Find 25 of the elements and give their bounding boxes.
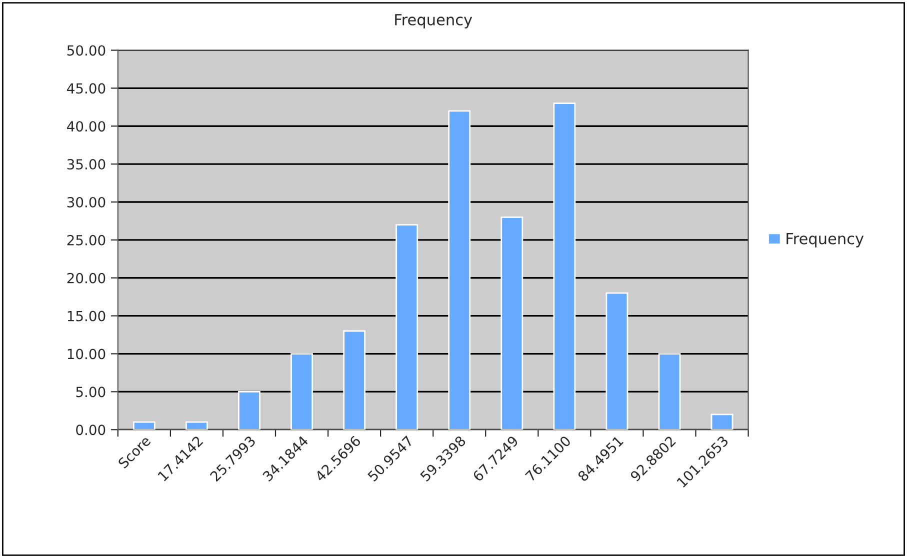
bar	[500, 216, 524, 430]
y-tick-label: 20.00	[67, 272, 106, 284]
bar	[186, 421, 208, 430]
y-tick-label: 45.00	[67, 83, 106, 94]
chart-title: Frequency	[395, 14, 472, 28]
y-tick-label: 50.00	[67, 45, 106, 56]
y-tick-label: 30.00	[67, 196, 106, 208]
y-tick-label: 5.00	[76, 386, 106, 398]
bar	[290, 353, 313, 430]
bar	[238, 391, 260, 430]
y-tick-label: 40.00	[67, 121, 106, 132]
bar	[710, 414, 734, 430]
y-tick-label: 15.00	[68, 310, 106, 322]
bar	[658, 353, 681, 430]
bar	[343, 330, 366, 430]
bar	[553, 102, 576, 430]
y-tick-label: 10.00	[68, 348, 106, 360]
bar	[606, 292, 628, 430]
bar	[132, 421, 156, 430]
y-tick-label: 0.00	[76, 424, 106, 436]
legend-label: Frequency	[786, 233, 864, 248]
bar	[396, 224, 418, 430]
y-tick-label: 25.00	[67, 234, 106, 246]
y-tick-label: 35.00	[67, 159, 106, 170]
bar	[448, 110, 471, 430]
